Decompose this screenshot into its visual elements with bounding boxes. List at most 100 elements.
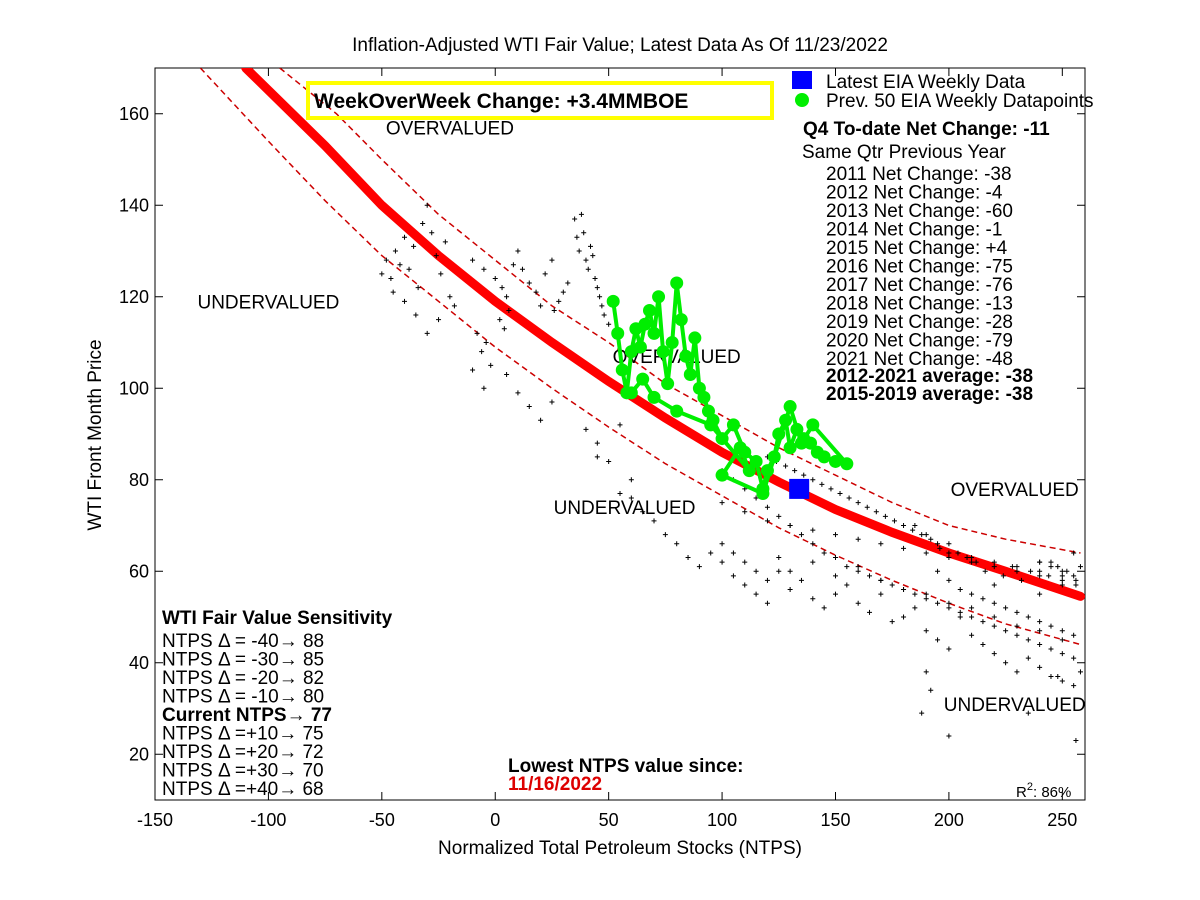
historical-point [928, 687, 934, 693]
recent-point [756, 486, 770, 500]
r-squared-value: 86% [1041, 784, 1071, 801]
x-tick-label: 150 [820, 810, 850, 830]
historical-point [424, 330, 430, 336]
historical-point [991, 651, 997, 657]
qtr-row: 2013 Net Change: -60 [826, 201, 1013, 222]
historical-point [1071, 632, 1077, 638]
historical-point [955, 550, 961, 556]
historical-point [991, 600, 997, 606]
historical-point [560, 289, 566, 295]
historical-point [742, 509, 748, 515]
historical-point [397, 262, 403, 268]
latest-point [789, 478, 810, 499]
historical-point [1000, 573, 1006, 579]
r-squared-suffix: : [1033, 784, 1041, 801]
historical-point [551, 307, 557, 313]
historical-point [919, 710, 925, 716]
historical-point [764, 504, 770, 510]
recent-point [661, 377, 675, 391]
historical-point [1048, 673, 1054, 679]
historical-point [969, 555, 975, 561]
recent-point [749, 454, 763, 468]
historical-point [1059, 628, 1065, 634]
historical-point [991, 623, 997, 629]
historical-point [1059, 678, 1065, 684]
plot-area [154, 67, 1086, 801]
zone-label: UNDERVALUED [554, 498, 696, 519]
historical-point [832, 591, 838, 597]
historical-point [923, 550, 929, 556]
historical-point [583, 257, 589, 263]
recent-point [642, 303, 656, 317]
historical-point [873, 509, 879, 515]
historical-point [889, 582, 895, 588]
historical-point [583, 426, 589, 432]
historical-point [982, 568, 988, 574]
historical-point [1037, 641, 1043, 647]
qtr-header: Q4 To-date Net Change: -11 [803, 119, 1050, 140]
zone-label: UNDERVALUED [944, 695, 1086, 716]
historical-point [991, 614, 997, 620]
sensitivity-row: NTPS Δ = -30→ 85 [162, 650, 324, 671]
historical-point [832, 532, 838, 538]
historical-point [406, 266, 412, 272]
historical-point [912, 523, 918, 528]
historical-point [798, 532, 804, 538]
x-tick-label: 50 [599, 810, 619, 830]
historical-point [855, 536, 861, 542]
historical-point [474, 330, 480, 336]
historical-point [499, 285, 505, 291]
historical-point [504, 372, 510, 378]
qtr-row: 2019 Net Change: -28 [826, 312, 1013, 333]
historical-point [810, 541, 816, 547]
historical-point [1077, 669, 1083, 675]
historical-point [1018, 577, 1024, 583]
historical-point [420, 221, 426, 227]
historical-point [923, 669, 929, 675]
historical-point [969, 614, 975, 620]
historical-point [1009, 564, 1015, 570]
recent-point [665, 336, 679, 349]
historical-point [424, 202, 430, 208]
recent-point [783, 400, 797, 414]
historical-point [1064, 568, 1070, 574]
historical-point [919, 532, 925, 538]
historical-point [837, 490, 843, 496]
qtr-avg-2015-2019: 2015-2019 average: -38 [826, 384, 1033, 405]
historical-point [442, 239, 448, 245]
historical-point [578, 211, 584, 217]
historical-point [991, 559, 997, 565]
historical-point [1003, 660, 1009, 666]
y-tick-label: 80 [129, 470, 149, 490]
sensitivity-row: NTPS Δ =+30→ 70 [162, 761, 324, 782]
y-tick-label: 140 [119, 195, 149, 215]
recent-point [636, 372, 650, 386]
x-tick-label: 0 [490, 810, 500, 830]
historical-point [585, 266, 591, 272]
recent-point [817, 450, 831, 464]
historical-point [392, 248, 398, 254]
historical-point [594, 285, 600, 291]
historical-point [742, 582, 748, 588]
sensitivity-row: NTPS Δ = -10→ 80 [162, 687, 324, 708]
historical-point [946, 541, 952, 547]
historical-point [510, 262, 516, 268]
legend-prev-label: Prev. 50 EIA Weekly Datapoints [826, 91, 1094, 112]
historical-point [1048, 564, 1054, 570]
historical-point [628, 477, 634, 483]
historical-point [923, 591, 929, 597]
x-tick-label: 100 [707, 810, 737, 830]
recent-point [656, 345, 670, 359]
historical-point [923, 628, 929, 634]
historical-point [542, 271, 548, 277]
recent-point [674, 313, 688, 327]
historical-point [685, 555, 691, 561]
historical-point [719, 500, 725, 506]
historical-point [980, 641, 986, 647]
historical-point [556, 298, 562, 304]
recent-point [828, 454, 842, 468]
historical-point [1059, 637, 1065, 643]
historical-point [519, 266, 525, 272]
historical-point [383, 257, 389, 263]
x-tick-label: -100 [250, 810, 286, 830]
